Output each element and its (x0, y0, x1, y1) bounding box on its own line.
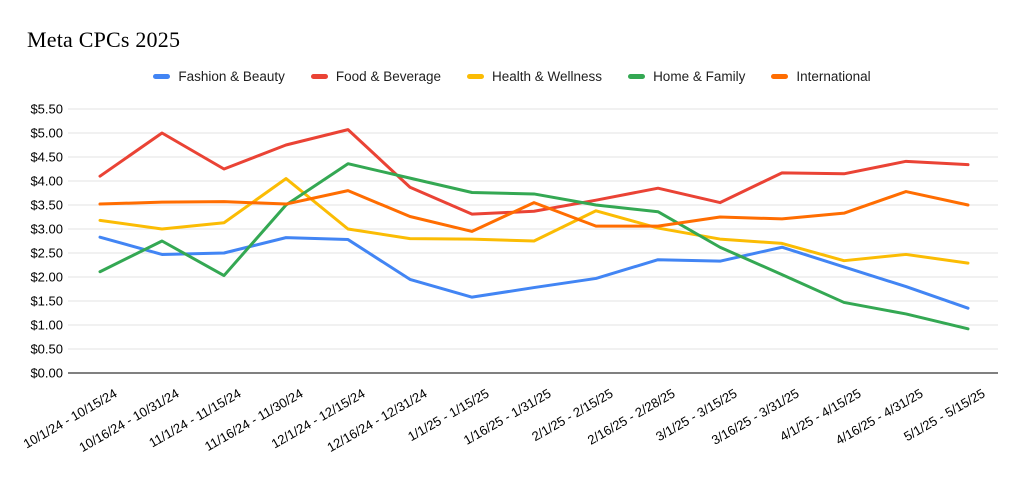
legend-swatch-icon (310, 74, 328, 79)
y-tick-label: $4.50 (30, 150, 63, 165)
y-tick-label: $2.00 (30, 270, 63, 285)
legend-label: Home & Family (653, 69, 746, 84)
y-tick-label: $2.50 (30, 246, 63, 261)
y-tick-label: $3.00 (30, 222, 63, 237)
legend-label: Fashion & Beauty (178, 69, 285, 84)
legend-label: Food & Beverage (335, 69, 441, 84)
legend-swatch-icon (467, 74, 484, 79)
series-line-2 (98, 177, 970, 265)
legend-swatch-icon (153, 74, 171, 79)
series-line-1 (98, 128, 970, 216)
y-tick-label: $4.00 (30, 174, 63, 189)
legend-swatch-icon (771, 74, 789, 79)
y-tick-label: $0.00 (30, 366, 63, 381)
legend-item-2: Health & Wellness (467, 69, 602, 84)
legend-label: Health & Wellness (492, 69, 603, 84)
legend: Fashion & Beauty Food & Beverage Health & … (0, 69, 1024, 84)
series-line-4 (98, 189, 970, 233)
y-tick-label: $1.00 (30, 318, 63, 333)
y-tick-label: $5.00 (30, 126, 63, 141)
legend-item-4: International (771, 69, 871, 84)
legend-swatch-icon (628, 74, 646, 79)
y-tick-label: $5.50 (30, 102, 63, 117)
legend-label: International (796, 69, 871, 84)
y-tick-label: $0.50 (30, 342, 63, 357)
series-line-3 (98, 162, 970, 331)
legend-item-1: Food & Beverage (310, 69, 441, 84)
chart-title: Meta CPCs 2025 (27, 27, 181, 52)
series-line-0 (98, 235, 970, 310)
y-tick-label: $3.50 (30, 198, 63, 213)
legend-item-0: Fashion & Beauty (153, 69, 285, 84)
y-tick-label: $1.50 (30, 294, 63, 309)
legend-item-3: Home & Family (628, 69, 745, 84)
